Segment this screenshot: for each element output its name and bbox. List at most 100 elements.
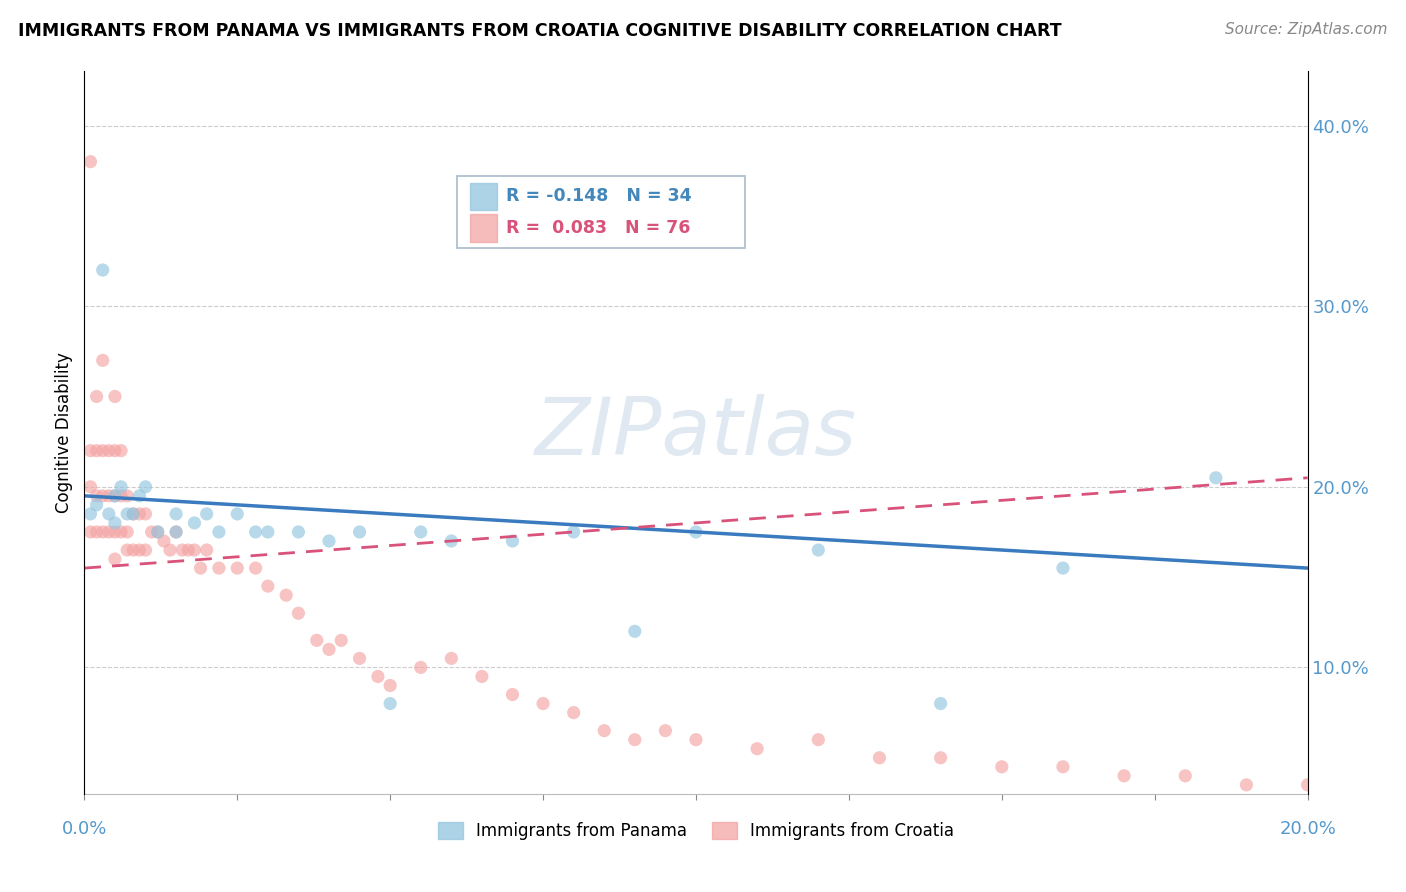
Point: [195, 543, 218, 558]
Point: [208, 524, 231, 539]
Point: [104, 489, 127, 503]
Point: [807, 732, 830, 747]
Point: [91, 489, 114, 503]
Point: [110, 443, 132, 458]
Point: [562, 706, 585, 720]
Point: [685, 732, 707, 747]
Point: [86, 489, 108, 503]
Point: [97, 507, 120, 521]
Point: [257, 579, 280, 593]
Y-axis label: Cognitive Disability: Cognitive Disability: [55, 352, 73, 513]
Point: [79, 154, 101, 169]
Point: [929, 751, 952, 765]
Point: [115, 543, 138, 558]
Point: [86, 498, 108, 512]
Text: R =  0.083   N = 76: R = 0.083 N = 76: [506, 219, 690, 237]
Point: [104, 443, 127, 458]
Point: [128, 507, 150, 521]
Point: [97, 443, 120, 458]
Point: [86, 443, 108, 458]
Point: [141, 524, 163, 539]
Point: [226, 561, 249, 575]
Point: [135, 543, 157, 558]
Point: [318, 533, 340, 548]
Point: [165, 524, 187, 539]
Point: [991, 760, 1014, 774]
Point: [208, 561, 231, 575]
Point: [91, 524, 114, 539]
Point: [190, 561, 212, 575]
Point: [183, 543, 205, 558]
Point: [172, 543, 194, 558]
Point: [110, 524, 132, 539]
Point: [1236, 778, 1258, 792]
Point: [1052, 760, 1074, 774]
Point: [287, 607, 309, 621]
Point: [97, 524, 120, 539]
Point: [165, 507, 187, 521]
Point: [380, 697, 402, 711]
Point: [380, 679, 402, 693]
Point: [1358, 787, 1381, 801]
Point: [115, 524, 138, 539]
Point: [110, 480, 132, 494]
Point: [624, 624, 647, 639]
Point: [531, 697, 554, 711]
Point: [183, 516, 205, 530]
Point: [1052, 561, 1074, 575]
Point: [91, 263, 114, 277]
Point: [1114, 769, 1136, 783]
Point: [153, 533, 176, 548]
Point: [305, 633, 328, 648]
Point: [593, 723, 616, 738]
Legend: Immigrants from Panama, Immigrants from Croatia: Immigrants from Panama, Immigrants from …: [432, 815, 960, 847]
Point: [79, 480, 101, 494]
Point: [135, 507, 157, 521]
Point: [115, 489, 138, 503]
Point: [562, 524, 585, 539]
Point: [79, 443, 101, 458]
Point: [104, 389, 127, 403]
Point: [86, 524, 108, 539]
Point: [807, 543, 830, 558]
Point: [318, 642, 340, 657]
Point: [349, 651, 371, 665]
Point: [79, 507, 101, 521]
Text: IMMIGRANTS FROM PANAMA VS IMMIGRANTS FROM CROATIA COGNITIVE DISABILITY CORRELATI: IMMIGRANTS FROM PANAMA VS IMMIGRANTS FRO…: [18, 22, 1062, 40]
Point: [115, 507, 138, 521]
Point: [349, 524, 371, 539]
Point: [128, 543, 150, 558]
Point: [624, 732, 647, 747]
Point: [929, 697, 952, 711]
Point: [135, 480, 157, 494]
Point: [1296, 778, 1319, 792]
Point: [287, 524, 309, 539]
Point: [685, 524, 707, 539]
Point: [440, 533, 463, 548]
Point: [1205, 471, 1227, 485]
Point: [122, 543, 145, 558]
Point: [502, 533, 524, 548]
Point: [97, 489, 120, 503]
Text: 0.0%: 0.0%: [62, 820, 107, 838]
Point: [86, 389, 108, 403]
Point: [195, 507, 218, 521]
Point: [104, 524, 127, 539]
Point: [869, 751, 891, 765]
Point: [367, 669, 389, 683]
Point: [409, 524, 432, 539]
Point: [440, 651, 463, 665]
Point: [276, 588, 298, 602]
Text: 20.0%: 20.0%: [1279, 820, 1336, 838]
Text: R = -0.148   N = 34: R = -0.148 N = 34: [506, 187, 692, 205]
Point: [226, 507, 249, 521]
Point: [1174, 769, 1197, 783]
Point: [146, 524, 169, 539]
Point: [409, 660, 432, 674]
Text: ZIPatlas: ZIPatlas: [534, 393, 858, 472]
Point: [91, 443, 114, 458]
Point: [257, 524, 280, 539]
Point: [104, 489, 127, 503]
Point: [502, 688, 524, 702]
Point: [330, 633, 353, 648]
